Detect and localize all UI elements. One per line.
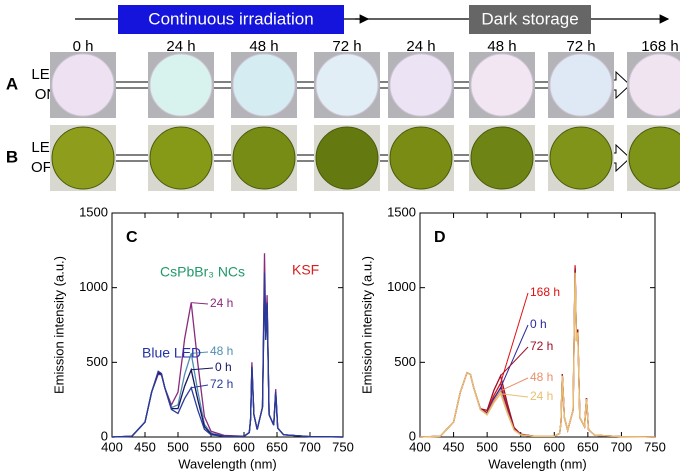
- sample: [470, 126, 534, 190]
- row-letter: B: [6, 147, 18, 166]
- x-tick-label: 700: [299, 439, 321, 454]
- phase-label: Dark storage: [481, 9, 578, 28]
- sample: [232, 126, 296, 190]
- y-tick-label: 500: [394, 354, 416, 369]
- series-label: 24 h: [530, 389, 553, 403]
- sample: [315, 53, 379, 117]
- leader-line: [500, 377, 529, 392]
- time-label: 24 h: [406, 38, 435, 55]
- series-label: 24 h: [210, 296, 233, 310]
- x-tick-label: 450: [134, 439, 156, 454]
- sample: [51, 53, 115, 117]
- y-tick-label: 1500: [79, 204, 108, 219]
- x-tick-label: 550: [510, 439, 532, 454]
- y-tick-label: 1500: [387, 204, 416, 219]
- phase-label: Continuous irradiation: [148, 9, 313, 28]
- x-tick-label: 750: [332, 439, 354, 454]
- series-label: 0 h: [215, 360, 232, 374]
- annotation: Blue LED: [142, 345, 201, 361]
- series-label: 0 h: [530, 317, 547, 331]
- leader-line: [191, 302, 209, 305]
- panel-letter: D: [434, 229, 446, 246]
- leader-line: [500, 346, 529, 377]
- plot-frame: [111, 212, 344, 438]
- x-tick-label: 750: [644, 439, 666, 454]
- x-tick-label: 450: [443, 439, 465, 454]
- series-label: 48 h: [530, 370, 553, 384]
- sample: [51, 126, 115, 190]
- series-label: 48 h: [210, 344, 233, 358]
- sample: [628, 53, 680, 117]
- x-axis-label: Wavelength (nm): [178, 456, 277, 471]
- series-label: 72 h: [530, 339, 553, 353]
- x-tick-label: 600: [543, 439, 565, 454]
- phase-box: [118, 5, 344, 34]
- sample: [232, 53, 296, 117]
- time-label: 72 h: [332, 38, 361, 55]
- sample: [389, 126, 453, 190]
- sample: [315, 126, 379, 190]
- sample: [149, 53, 213, 117]
- sample: [470, 53, 534, 117]
- series-label: 72 h: [210, 377, 233, 391]
- phase-box: [469, 5, 591, 34]
- y-axis-label: Emission intensity (a.u.): [51, 256, 66, 394]
- x-tick-label: 650: [577, 439, 599, 454]
- spectrum-line: [419, 272, 656, 438]
- time-label: 168 h: [641, 38, 679, 55]
- x-axis-label: Wavelength (nm): [488, 456, 587, 471]
- plot-frame: [419, 212, 656, 438]
- time-label: 48 h: [249, 38, 278, 55]
- x-tick-label: 500: [167, 439, 189, 454]
- x-tick-label: 550: [200, 439, 222, 454]
- x-tick-label: 700: [611, 439, 633, 454]
- time-label: 0 h: [73, 38, 94, 55]
- time-label: 48 h: [487, 38, 516, 55]
- annotation: CsPbBr₃ NCs: [160, 264, 245, 280]
- y-tick-label: 0: [101, 428, 108, 443]
- sample: [628, 126, 680, 190]
- time-label: 72 h: [566, 38, 595, 55]
- y-axis-label: Emission intensity (a.u.): [359, 256, 374, 394]
- x-tick-label: 400: [409, 439, 431, 454]
- x-tick-label: 400: [101, 439, 123, 454]
- leader-line: [500, 393, 529, 398]
- y-tick-label: 1000: [387, 279, 416, 294]
- x-tick-label: 650: [266, 439, 288, 454]
- x-tick-label: 600: [233, 439, 255, 454]
- annotation: KSF: [292, 262, 319, 278]
- y-tick-label: 0: [409, 428, 416, 443]
- time-label: 24 h: [166, 38, 195, 55]
- leader-line: [191, 351, 209, 354]
- row-letter: A: [6, 74, 18, 93]
- spectrum-line: [111, 272, 344, 438]
- y-tick-label: 1000: [79, 279, 108, 294]
- series-label: 168 h: [530, 285, 560, 299]
- panel-letter: C: [126, 229, 138, 246]
- leader-line: [191, 367, 214, 371]
- sample: [149, 126, 213, 190]
- leader-line: [500, 292, 529, 384]
- sample: [389, 53, 453, 117]
- x-tick-label: 500: [476, 439, 498, 454]
- y-tick-label: 500: [86, 354, 108, 369]
- leader-line: [500, 324, 529, 388]
- leader-line: [191, 384, 209, 389]
- sample: [549, 53, 613, 117]
- sample: [549, 126, 613, 190]
